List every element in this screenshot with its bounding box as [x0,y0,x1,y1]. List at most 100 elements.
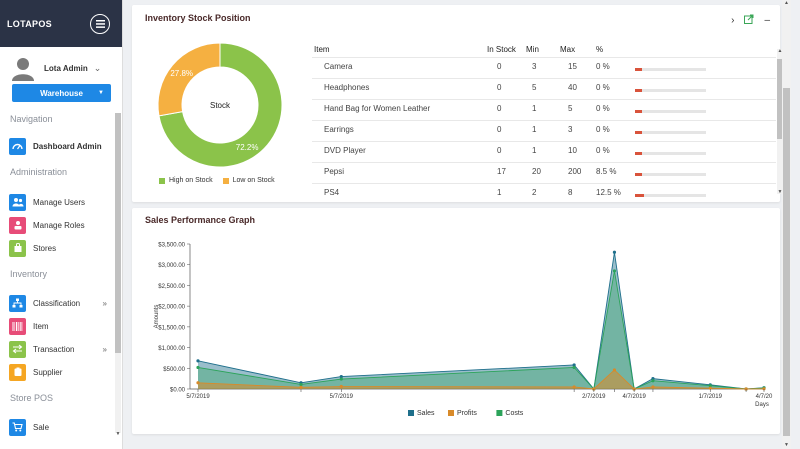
sidebar-item-dashboard-admin[interactable]: Dashboard Admin [9,137,109,155]
sidebar-item-classification[interactable]: Classification » [9,294,109,312]
inventory-card: Inventory Stock Position › – 72.2% 27.8% S… [132,5,783,202]
donut-slice-low [157,42,221,117]
sidebar-item-manage-users[interactable]: Manage Users [9,193,109,211]
cell-item: DVD Player [324,146,366,155]
supplier-icon [9,363,26,381]
page-scrollbar-thumb[interactable] [783,88,790,436]
point-sales [196,359,200,363]
point-profits [299,385,303,389]
point-sales [572,363,576,367]
y-tick-label: $1,500.00 [158,325,185,331]
point-profits [592,387,596,391]
sidebar-item-manage-roles[interactable]: Manage Roles [9,216,109,234]
stock-progress-bar [635,89,706,92]
stock-progress-fill [635,110,642,113]
dashboard-icon [9,137,26,155]
point-profits [744,387,748,391]
section-navigation: Navigation [10,114,53,124]
sidebar-scrollbar[interactable]: ▼ [115,113,121,437]
scroll-down-icon[interactable]: ▼ [777,189,783,195]
point-profits [339,384,343,389]
store-icon [9,239,26,257]
donut-label-low: 27.8% [170,69,193,78]
sidebar-item-label: Manage Roles [33,220,85,230]
point-profits [612,368,617,372]
area-costs [198,270,764,389]
table-row: DVD Player 0 1 10 0 % [312,141,776,162]
brand-bar: LOTAPOS [0,0,122,47]
x-tick-label: 5/7/2019 [186,394,210,400]
donut-legend: High on Stock Low on Stock [159,177,275,184]
cell-pct: 8.5 % [596,167,617,176]
chevron-right-icon[interactable]: › [731,15,735,26]
sidebar-item-label: Supplier [33,367,63,377]
export-icon[interactable] [744,14,754,27]
cell-item: Headphones [324,83,370,92]
scroll-down-icon[interactable]: ▼ [115,431,121,437]
exchange-icon [9,340,26,358]
cell-item: Earrings [324,125,354,134]
stock-progress-fill [635,68,642,71]
cell-min: 5 [532,83,537,92]
y-tick-label: $2,500.00 [158,284,185,290]
x-tick-label: 2/7/2019 [582,394,606,400]
sidebar-scrollbar-thumb[interactable] [115,113,121,353]
stock-progress-bar [635,173,706,176]
sales-card-title: Sales Performance Graph [145,215,256,225]
cell-item: Pepsi [324,167,345,176]
point-sales [339,374,343,379]
sidebar: LOTAPOS Lota Admin ⌄ Warehouse ▼ Navigat… [0,0,123,449]
sidebar-item-item[interactable]: Item [9,317,109,335]
minimize-icon[interactable]: – [764,15,770,26]
store-select[interactable]: Warehouse ▼ [12,84,111,102]
point-profits [762,387,766,391]
cell-max: 10 [568,146,577,155]
point-costs [708,384,712,388]
user-icon [12,58,34,81]
cell-in-stock: 0 [497,125,502,134]
table-scrollbar-thumb[interactable] [777,59,783,139]
brand-logo: LOTAPOS [7,18,52,29]
point-profits [572,385,576,389]
table-row: Hand Bag for Women Leather 0 1 5 0 % [312,99,776,120]
table-scrollbar[interactable]: ▲ ▼ [777,48,783,195]
sidebar-item-sale[interactable]: Sale [9,418,109,436]
column-header-max: Max [560,45,576,54]
column-header-in-stock: In Stock [487,45,516,54]
scroll-up-icon[interactable]: ▲ [777,48,783,54]
cell-in-stock: 0 [497,146,502,155]
user-name: Lota Admin [44,63,88,73]
scroll-up-icon[interactable]: ▲ [784,0,789,6]
menu-toggle-button[interactable] [90,13,110,34]
table-row: Camera 0 3 15 0 % [312,57,776,78]
cell-pct: 12.5 % [596,188,621,197]
x-tick-label: 4/7/20 [756,394,773,400]
sidebar-item-supplier[interactable]: Supplier [9,363,109,381]
x-tick-label: 1/7/2019 [699,394,723,400]
sidebar-item-stores[interactable]: Stores [9,239,109,257]
cell-pct: 0 % [596,125,610,134]
point-costs [612,269,617,273]
point-costs [572,365,576,370]
double-chevron-right-icon: » [102,298,107,308]
scroll-down-icon[interactable]: ▼ [784,442,789,448]
legend-label-profits: Profits [457,410,477,417]
y-tick-label: $2,000.00 [158,305,185,311]
stock-progress-fill [635,173,642,176]
point-costs [196,365,200,370]
cell-pct: 0 % [596,104,610,113]
sales-performance-chart: $0.00 $500.00 $1,000.00 $1,500.00 $2,000.00 $… [154,243,773,418]
sidebar-item-transaction[interactable]: Transaction » [9,340,109,358]
page-scrollbar[interactable]: ▲ ▼ [782,0,791,449]
legend-label-sales: Sales [417,410,435,417]
stock-progress-fill [635,152,642,155]
roles-icon [9,216,26,234]
donut-label-high: 72.2% [236,143,259,152]
cell-max: 200 [568,167,582,176]
y-tick-label: $3,000.00 [158,263,185,269]
cell-min: 1 [532,146,537,155]
user-menu[interactable]: Lota Admin ⌄ [0,47,122,81]
x-tick-label: 4/7/2019 [622,394,646,400]
sidebar-item-label: Item [33,321,49,331]
y-tick-label: $500.00 [163,367,185,373]
